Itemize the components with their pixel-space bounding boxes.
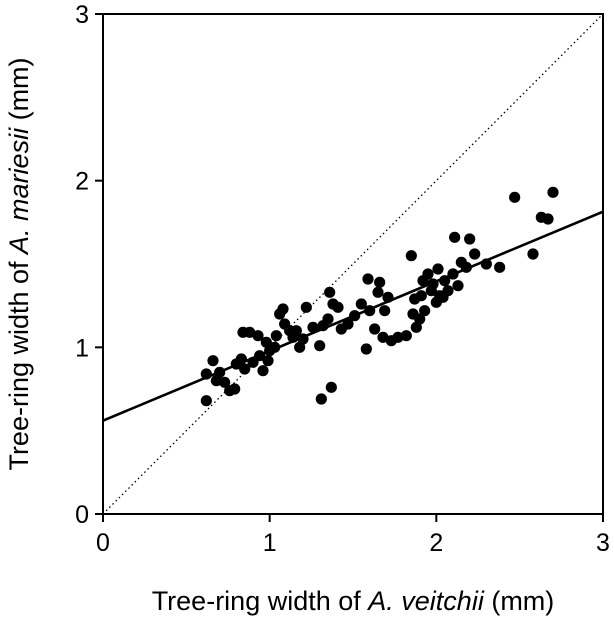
data-point	[315, 393, 327, 405]
data-point	[360, 343, 372, 355]
data-point	[432, 263, 444, 275]
x-tick-label: 3	[596, 529, 610, 557]
data-point	[342, 318, 354, 330]
data-point	[207, 355, 219, 367]
data-point	[419, 305, 431, 317]
data-point	[219, 376, 231, 388]
data-point	[527, 248, 539, 260]
data-point	[372, 286, 384, 298]
data-point	[307, 321, 319, 333]
data-point	[405, 250, 417, 262]
data-point	[452, 280, 464, 292]
data-point	[332, 301, 344, 313]
data-point	[414, 313, 426, 325]
data-point	[422, 268, 434, 280]
data-point	[322, 313, 334, 325]
data-point	[290, 325, 302, 337]
data-point	[415, 290, 427, 302]
y-axis-label: Tree-ring width of A. mariesii (mm)	[4, 57, 34, 470]
data-point	[355, 298, 367, 310]
data-point	[469, 248, 481, 260]
data-point	[300, 301, 312, 313]
data-point	[494, 261, 506, 273]
one-to-one-line	[103, 14, 603, 514]
y-tick-label: 3	[75, 1, 89, 29]
y-tick-label: 2	[75, 168, 89, 196]
data-point	[277, 303, 289, 315]
data-point	[229, 383, 241, 395]
data-point	[379, 305, 391, 317]
data-point	[257, 365, 269, 377]
data-point	[252, 330, 264, 342]
plot-frame	[102, 13, 604, 515]
data-point	[442, 285, 454, 297]
data-point	[262, 355, 274, 367]
reference-line-layer	[103, 14, 603, 514]
data-point	[369, 323, 381, 335]
data-point	[325, 381, 337, 393]
regression-line	[103, 210, 603, 422]
data-point	[374, 276, 386, 288]
data-points-layer	[200, 186, 559, 407]
axis-ticks-layer: 0 1 2 3 0 1 2 3	[75, 1, 610, 557]
data-point	[200, 395, 212, 407]
data-point	[547, 186, 559, 198]
data-point	[314, 340, 326, 352]
data-point	[392, 331, 404, 343]
x-tick-label: 1	[263, 529, 277, 557]
x-tick-label: 2	[429, 529, 443, 557]
data-point	[449, 231, 461, 243]
data-point	[464, 233, 476, 245]
y-tick-label: 0	[75, 501, 89, 529]
data-point	[400, 330, 412, 342]
x-tick-label: 0	[96, 529, 110, 557]
data-point	[509, 191, 521, 203]
y-tick-label: 1	[75, 334, 89, 362]
data-point	[362, 273, 374, 285]
data-point	[239, 363, 251, 375]
data-point	[270, 330, 282, 342]
regression-line-layer	[103, 210, 603, 422]
data-point	[542, 213, 554, 225]
data-point	[324, 286, 336, 298]
x-axis-label: Tree-ring width of A. veitchii (mm)	[152, 586, 555, 616]
